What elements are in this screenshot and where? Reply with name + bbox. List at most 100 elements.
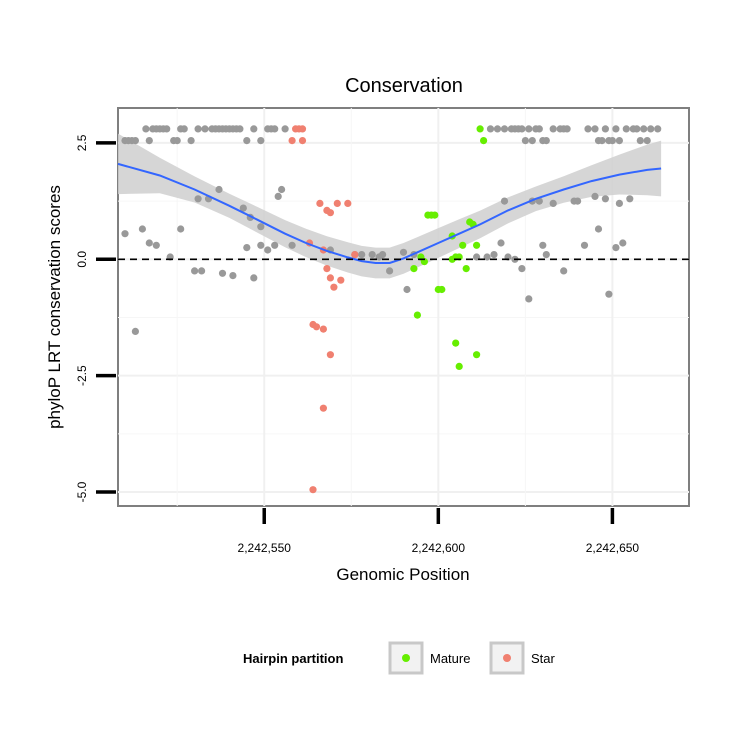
y-tick-label: -5.0 bbox=[75, 481, 89, 502]
data-point-other bbox=[379, 251, 387, 259]
data-point-other bbox=[243, 244, 251, 252]
data-point-other bbox=[591, 125, 599, 133]
data-point-other bbox=[594, 225, 603, 233]
data-point-mature bbox=[448, 255, 456, 263]
x-axis-title: Genomic Position bbox=[336, 565, 469, 584]
data-point-other bbox=[636, 137, 644, 145]
data-point-mature bbox=[473, 351, 481, 359]
data-point-other bbox=[131, 137, 139, 145]
data-point-other bbox=[518, 265, 526, 273]
data-point-other bbox=[535, 125, 543, 133]
data-point-star bbox=[333, 199, 341, 207]
data-point-mature bbox=[476, 125, 484, 133]
data-point-mature bbox=[455, 362, 463, 370]
data-point-other bbox=[198, 267, 206, 275]
axes-layer: 2,242,550 2,242,600 2,242,650 -5.0 -2.5 0.0 2.… bbox=[75, 134, 639, 555]
data-point-star bbox=[319, 325, 327, 333]
data-point-star bbox=[344, 199, 352, 207]
data-point-mature bbox=[452, 339, 460, 347]
data-point-other bbox=[528, 137, 536, 145]
data-point-star bbox=[330, 283, 338, 291]
data-point-other bbox=[584, 125, 592, 133]
data-point-other bbox=[525, 295, 533, 303]
data-point-other bbox=[539, 241, 547, 249]
data-point-other bbox=[236, 125, 244, 133]
legend-label-star: Star bbox=[531, 651, 556, 666]
data-point-other bbox=[257, 241, 265, 249]
data-point-other bbox=[215, 185, 223, 194]
x-tick-label: 2,242,600 bbox=[412, 541, 466, 555]
y-tick-label: 0.0 bbox=[75, 251, 89, 268]
data-point-star bbox=[351, 251, 359, 259]
data-point-other bbox=[386, 267, 394, 275]
data-point-mature bbox=[431, 211, 439, 219]
chart-title: Conservation bbox=[345, 75, 463, 97]
data-point-other bbox=[619, 239, 627, 247]
data-point-mature bbox=[480, 137, 488, 145]
smooth-line-layer bbox=[117, 162, 662, 264]
legend-label-mature: Mature bbox=[430, 651, 470, 666]
data-point-other bbox=[145, 137, 153, 145]
data-point-other bbox=[490, 251, 498, 259]
data-point-other bbox=[560, 267, 568, 275]
data-point-other bbox=[278, 185, 286, 194]
data-point-star bbox=[298, 137, 307, 145]
data-point-other bbox=[271, 241, 279, 249]
data-point-star bbox=[337, 276, 345, 284]
data-point-other bbox=[535, 197, 543, 205]
data-point-other bbox=[574, 197, 582, 205]
data-point-other bbox=[626, 195, 634, 203]
x-tick-label: 2,242,550 bbox=[238, 541, 292, 555]
data-point-other bbox=[497, 239, 505, 247]
data-point-other bbox=[633, 125, 641, 133]
data-point-mature bbox=[462, 265, 470, 273]
data-point-other bbox=[542, 137, 550, 145]
data-point-other bbox=[615, 199, 624, 207]
data-point-mature bbox=[410, 265, 418, 273]
data-point-star bbox=[288, 137, 296, 145]
data-point-star bbox=[298, 125, 307, 133]
data-point-other bbox=[654, 125, 662, 133]
data-point-other bbox=[605, 290, 613, 298]
data-point-other bbox=[271, 125, 279, 133]
data-point-other bbox=[288, 241, 296, 249]
data-point-other bbox=[399, 248, 408, 256]
data-point-other bbox=[525, 125, 533, 133]
data-point-other bbox=[500, 125, 509, 133]
data-point-other bbox=[612, 244, 620, 252]
data-point-star bbox=[312, 323, 321, 331]
data-point-other bbox=[243, 137, 251, 145]
data-point-other bbox=[486, 125, 495, 133]
data-point-other bbox=[580, 241, 589, 249]
data-point-other bbox=[257, 223, 265, 231]
data-point-other bbox=[612, 125, 620, 133]
data-point-other bbox=[121, 230, 129, 238]
legend: Hairpin partition Mature Star bbox=[243, 641, 556, 675]
data-point-other bbox=[500, 197, 509, 205]
smooth-line bbox=[117, 162, 662, 264]
data-point-other bbox=[640, 125, 648, 133]
y-axis-title: phyloP LRT conservation scores bbox=[45, 185, 64, 429]
data-point-mature bbox=[438, 285, 446, 294]
data-point-other bbox=[368, 251, 376, 259]
data-point-other bbox=[601, 125, 610, 133]
data-point-other bbox=[274, 192, 282, 200]
data-point-mature bbox=[459, 241, 467, 249]
data-point-other bbox=[518, 125, 526, 133]
data-point-other bbox=[549, 199, 557, 207]
legend-title: Hairpin partition bbox=[243, 651, 343, 666]
data-point-other bbox=[177, 225, 185, 233]
data-point-other bbox=[229, 272, 237, 280]
data-point-other bbox=[521, 137, 530, 145]
data-point-other bbox=[549, 125, 557, 133]
data-point-other bbox=[647, 125, 655, 133]
data-point-other bbox=[591, 192, 599, 200]
data-point-other bbox=[257, 137, 265, 145]
data-point-other bbox=[187, 137, 195, 145]
data-point-other bbox=[145, 239, 153, 247]
data-point-other bbox=[615, 137, 624, 145]
data-point-star bbox=[309, 486, 317, 494]
data-point-other bbox=[563, 125, 571, 133]
x-tick-label: 2,242,650 bbox=[586, 541, 640, 555]
data-point-other bbox=[250, 125, 258, 133]
